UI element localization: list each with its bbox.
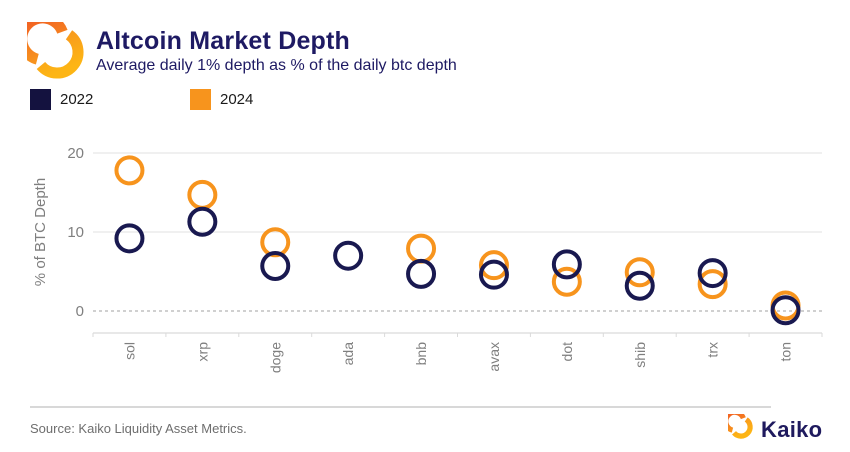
x-category-label: dot xyxy=(559,342,575,362)
footer-brand: Kaiko xyxy=(723,409,823,445)
marker-2022-bnb xyxy=(406,258,437,289)
source-text: Source: Kaiko Liquidity Asset Metrics. xyxy=(30,421,247,436)
x-category-label: avax xyxy=(486,342,502,372)
footer-divider xyxy=(30,406,771,408)
marker-2024-avax xyxy=(478,250,509,281)
y-tick-label: 0 xyxy=(76,303,84,320)
marker-2024-dot xyxy=(551,266,582,297)
legend-item-2024: 2024 xyxy=(190,89,253,110)
marker-2022-dot xyxy=(551,249,582,280)
marker-2024-xrp xyxy=(187,179,218,210)
y-tick-label: 10 xyxy=(67,224,84,241)
legend-item-2022: 2022 xyxy=(30,89,93,110)
marker-2024-shib xyxy=(624,257,655,288)
footer-brand-name: Kaiko xyxy=(761,416,823,442)
x-category-label: sol xyxy=(121,342,137,360)
legend-label-2024: 2024 xyxy=(220,91,254,108)
marker-2022-doge xyxy=(260,250,291,281)
legend-label-2022: 2022 xyxy=(60,91,94,108)
page-title: Altcoin Market Depth xyxy=(96,27,351,55)
marker-2022-shib xyxy=(624,270,655,301)
scatter-chart: 0 10 20 sol xrp doge ada bnb avax dot shib trx ton % … xyxy=(32,145,823,373)
marker-2022-avax xyxy=(478,259,509,290)
x-category-label: ton xyxy=(778,342,794,361)
x-category-label: ada xyxy=(340,342,356,366)
kaiko-hexagon-icon xyxy=(723,409,754,445)
kaiko-hexagon-icon xyxy=(16,12,87,82)
legend-swatch-2022 xyxy=(30,89,51,110)
legend-swatch-2024 xyxy=(190,89,211,110)
x-category-label: shib xyxy=(632,342,648,368)
x-category-label: doge xyxy=(267,342,283,373)
marker-2022-xrp xyxy=(187,206,218,237)
marker-2022-trx xyxy=(697,258,728,289)
page-subtitle: Average daily 1% depth as % of the daily… xyxy=(96,57,457,74)
y-tick-label: 20 xyxy=(67,145,84,162)
marker-2024-trx xyxy=(697,269,728,300)
marker-2022-ton xyxy=(770,295,801,326)
x-category-label: bnb xyxy=(413,342,429,366)
marker-2024-sol xyxy=(114,155,145,186)
x-category-label: xrp xyxy=(194,342,210,362)
marker-2024-doge xyxy=(260,227,291,258)
marker-2024-bnb xyxy=(406,233,437,264)
x-category-label: trx xyxy=(705,342,721,358)
marker-2022-ada xyxy=(333,240,364,271)
y-axis-title: % of BTC Depth xyxy=(32,178,49,286)
marker-2022-sol xyxy=(114,223,145,254)
